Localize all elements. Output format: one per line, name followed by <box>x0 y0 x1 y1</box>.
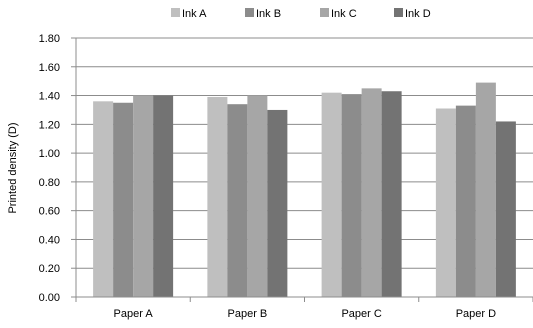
bar-ink-c <box>133 95 154 297</box>
y-tick-label: 0.00 <box>39 292 60 304</box>
x-tick-label: Paper A <box>114 308 154 320</box>
legend: Ink A Ink B Ink C Ink D <box>171 8 431 20</box>
bar-ink-c <box>247 95 268 297</box>
y-tick-label: 0.40 <box>39 234 60 246</box>
bar-ink-c <box>475 82 496 297</box>
x-tick-labels: Paper A Paper B Paper C Paper D <box>114 308 497 320</box>
legend-label: Ink B <box>256 8 281 20</box>
y-tick-label: 1.20 <box>39 119 60 131</box>
y-tick-label: 1.80 <box>39 33 60 45</box>
bar-ink-d <box>267 109 288 297</box>
y-tick-label: 0.80 <box>39 177 60 189</box>
bar-ink-a <box>93 101 114 297</box>
bar-ink-b <box>341 94 362 297</box>
y-tick-label: 0.60 <box>39 206 60 218</box>
legend-swatch <box>394 8 403 17</box>
legend-swatch <box>171 8 180 17</box>
y-tick-labels: 0.00 0.20 0.40 0.60 0.80 1.00 1.20 1.40 1.60 1.80 <box>39 33 60 304</box>
legend-label: Ink A <box>182 8 207 20</box>
bars <box>93 82 516 297</box>
bar-ink-d <box>153 95 174 297</box>
bar-ink-c <box>361 88 382 297</box>
bar-ink-b <box>113 102 134 297</box>
x-tick-label: Paper B <box>228 308 268 320</box>
legend-swatch <box>320 8 329 17</box>
bar-ink-a <box>321 92 342 297</box>
y-tick-label: 1.60 <box>39 62 60 74</box>
bar-ink-d <box>381 91 402 297</box>
legend-label: Ink C <box>331 8 357 20</box>
bar-ink-b <box>455 105 476 297</box>
legend-label: Ink D <box>405 8 431 20</box>
legend-swatch <box>245 8 254 17</box>
y-axis-title: Printed density (D) <box>7 122 19 213</box>
bar-ink-a <box>435 108 456 297</box>
bar-ink-a <box>207 96 228 297</box>
y-tick-label: 1.00 <box>39 148 60 160</box>
x-tick-label: Paper C <box>341 308 381 320</box>
bar-ink-d <box>495 121 516 297</box>
y-tick-label: 0.20 <box>39 263 60 275</box>
y-tick-label: 1.40 <box>39 91 60 103</box>
axes <box>71 37 533 302</box>
bar-ink-b <box>227 104 248 297</box>
x-tick-label: Paper D <box>456 308 496 320</box>
